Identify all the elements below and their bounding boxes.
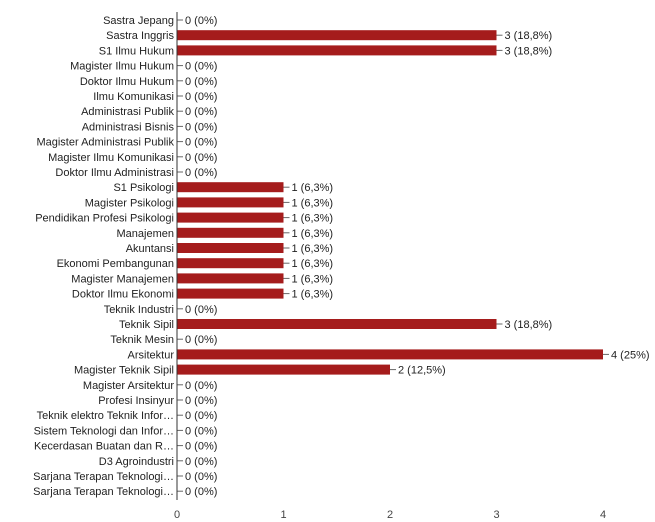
- category-label: Ilmu Komunikasi: [93, 91, 174, 103]
- category-label: S1 Psikologi: [113, 182, 174, 194]
- bar: [177, 45, 497, 56]
- value-label: 2 (12,5%): [398, 365, 446, 377]
- category-label: Teknik Mesin: [110, 334, 174, 346]
- value-label: 0 (0%): [185, 410, 217, 422]
- bar: [177, 349, 603, 360]
- bar: [177, 258, 284, 269]
- value-label: 0 (0%): [185, 471, 217, 483]
- category-label: Magister Psikologi: [85, 197, 174, 209]
- value-label: 0 (0%): [185, 76, 217, 88]
- value-label: 1 (6,3%): [292, 197, 334, 209]
- category-label: Doktor Ilmu Administrasi: [55, 167, 174, 179]
- x-tick-labels-group: 0 1 2 3 4: [174, 509, 606, 521]
- x-tick-label: 1: [280, 509, 286, 521]
- category-label: Ekonomi Pembangunan: [57, 258, 174, 270]
- value-label: 1 (6,3%): [292, 228, 334, 240]
- bar: [177, 197, 284, 208]
- value-label: 0 (0%): [185, 152, 217, 164]
- category-label: Sarjana Terapan Teknologi…: [33, 471, 174, 483]
- value-label: 0 (0%): [185, 61, 217, 73]
- category-label: Sastra Jepang: [103, 15, 174, 27]
- value-label: 0 (0%): [185, 456, 217, 468]
- category-label: Teknik Industri: [104, 304, 174, 316]
- value-label: 3 (18,8%): [505, 45, 553, 57]
- x-tick-label: 4: [600, 509, 606, 521]
- value-label: 0 (0%): [185, 15, 217, 27]
- bar: [177, 182, 284, 193]
- value-label: 0 (0%): [185, 167, 217, 179]
- category-label: Kecerdasan Buatan dan R…: [34, 441, 174, 453]
- category-labels-group: Sastra Jepang Sastra Inggris S1 Ilmu Hukum…: [33, 15, 174, 498]
- category-label: Sastra Inggris: [106, 30, 174, 42]
- value-label: 0 (0%): [185, 441, 217, 453]
- bar: [177, 288, 284, 299]
- category-label: Magister Ilmu Komunikasi: [48, 152, 174, 164]
- value-label: 1 (6,3%): [292, 213, 334, 225]
- category-label: Magister Arsitektur: [83, 380, 174, 392]
- category-label: D3 Agroindustri: [99, 456, 174, 468]
- category-label: Magister Teknik Sipil: [74, 365, 174, 377]
- category-label: Profesi Insinyur: [98, 395, 174, 407]
- value-label: 1 (6,3%): [292, 289, 334, 301]
- value-label: 0 (0%): [185, 380, 217, 392]
- category-label: Akuntansi: [126, 243, 174, 255]
- category-label: S1 Ilmu Hukum: [99, 45, 174, 57]
- category-label: Teknik Sipil: [119, 319, 174, 331]
- x-tick-label: 2: [387, 509, 393, 521]
- bar: [177, 227, 284, 238]
- category-label: Doktor Ilmu Hukum: [80, 76, 174, 88]
- value-label: 0 (0%): [185, 304, 217, 316]
- value-label: 3 (18,8%): [505, 319, 553, 331]
- category-label: Teknik elektro Teknik Infor…: [37, 410, 174, 422]
- bar: [177, 273, 284, 284]
- value-label: 4 (25%): [611, 349, 650, 361]
- category-label: Arsitektur: [128, 349, 175, 361]
- category-label: Administrasi Bisnis: [82, 121, 175, 133]
- bar: [177, 319, 497, 329]
- bar: [177, 243, 284, 253]
- value-label: 0 (0%): [185, 425, 217, 437]
- value-label: 3 (18,8%): [505, 30, 553, 42]
- category-label: Magister Manajemen: [71, 273, 174, 285]
- category-label: Sarjana Terapan Teknologi…: [33, 486, 174, 498]
- value-label: 0 (0%): [185, 137, 217, 149]
- value-label: 1 (6,3%): [292, 243, 334, 255]
- value-label: 0 (0%): [185, 334, 217, 346]
- category-label: Doktor Ilmu Ekonomi: [72, 289, 174, 301]
- value-labels-group: 0 (0%) 3 (18,8%) 3 (18,8%) 0 (0%) 0 (0%) 0 (0…: [185, 15, 650, 498]
- value-label: 0 (0%): [185, 121, 217, 133]
- x-tick-label: 3: [493, 509, 499, 521]
- category-label: Administrasi Publik: [81, 106, 174, 118]
- x-tick-label: 0: [174, 509, 180, 521]
- category-label: Magister Administrasi Publik: [36, 137, 174, 149]
- value-label: 0 (0%): [185, 106, 217, 118]
- bars-group: [177, 19, 609, 492]
- category-label: Sistem Teknologi dan Infor…: [34, 425, 174, 437]
- category-label: Pendidikan Profesi Psikologi: [35, 213, 174, 225]
- value-label: 0 (0%): [185, 395, 217, 407]
- category-label: Magister Ilmu Hukum: [70, 61, 174, 73]
- value-label: 1 (6,3%): [292, 273, 334, 285]
- bar: [177, 30, 497, 41]
- value-label: 0 (0%): [185, 91, 217, 103]
- value-label: 1 (6,3%): [292, 182, 334, 194]
- bar: [177, 212, 284, 223]
- bar: [177, 364, 390, 375]
- value-label: 1 (6,3%): [292, 258, 334, 270]
- value-label: 0 (0%): [185, 486, 217, 498]
- category-label: Manajemen: [117, 228, 174, 240]
